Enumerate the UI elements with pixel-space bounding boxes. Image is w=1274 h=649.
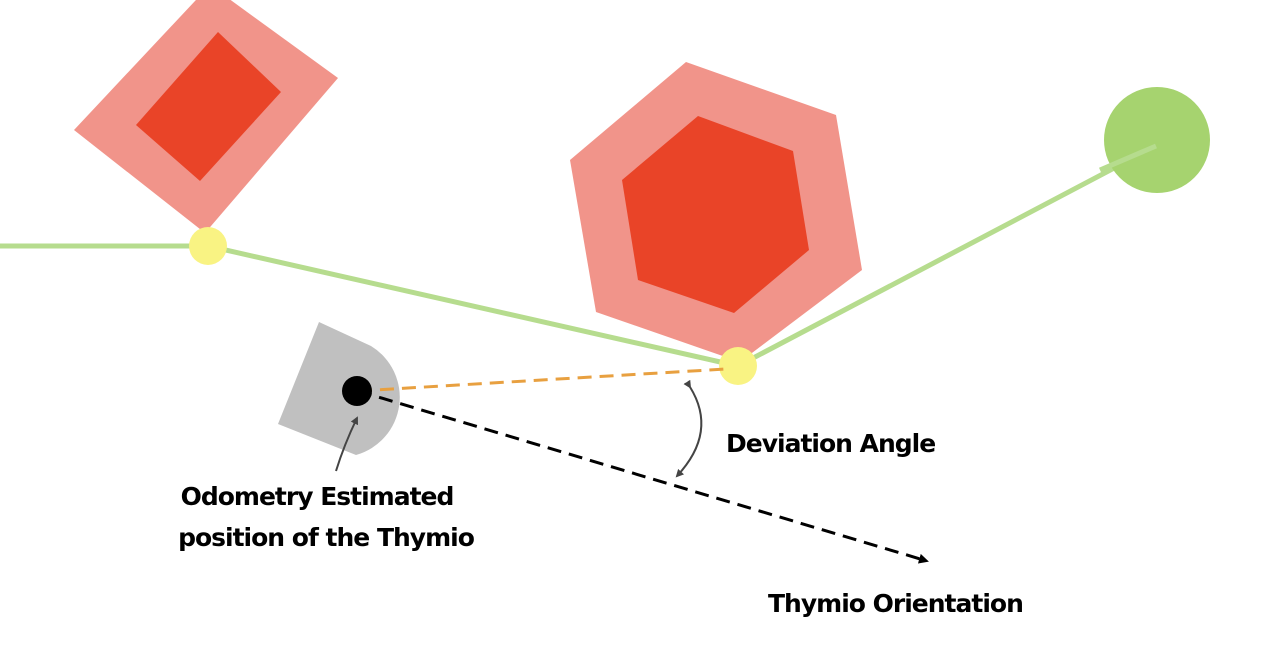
deviation-angle-arc	[675, 379, 703, 478]
obstacle-square-core	[136, 32, 281, 181]
path-end-segment	[1099, 143, 1157, 173]
thymio-center-dot	[342, 376, 372, 406]
planned-path	[0, 143, 1158, 369]
goal-marker	[1104, 87, 1210, 193]
orientation-arrow	[357, 389, 929, 564]
odometry-label-line1: Odometry Estimated	[181, 482, 454, 511]
deviation-line	[357, 367, 727, 393]
thymio-orientation-label: Thymio Orientation	[768, 589, 1023, 618]
waypoint-2	[719, 347, 757, 385]
deviation-angle-label: Deviation Angle	[726, 429, 935, 458]
waypoint-1	[189, 227, 227, 265]
odometry-label-line2: position of the Thymio	[178, 523, 475, 552]
odometry-pointer-arrow	[335, 416, 359, 472]
obstacle-hexagon-core	[622, 116, 809, 313]
thymio-robot-body	[278, 322, 400, 455]
